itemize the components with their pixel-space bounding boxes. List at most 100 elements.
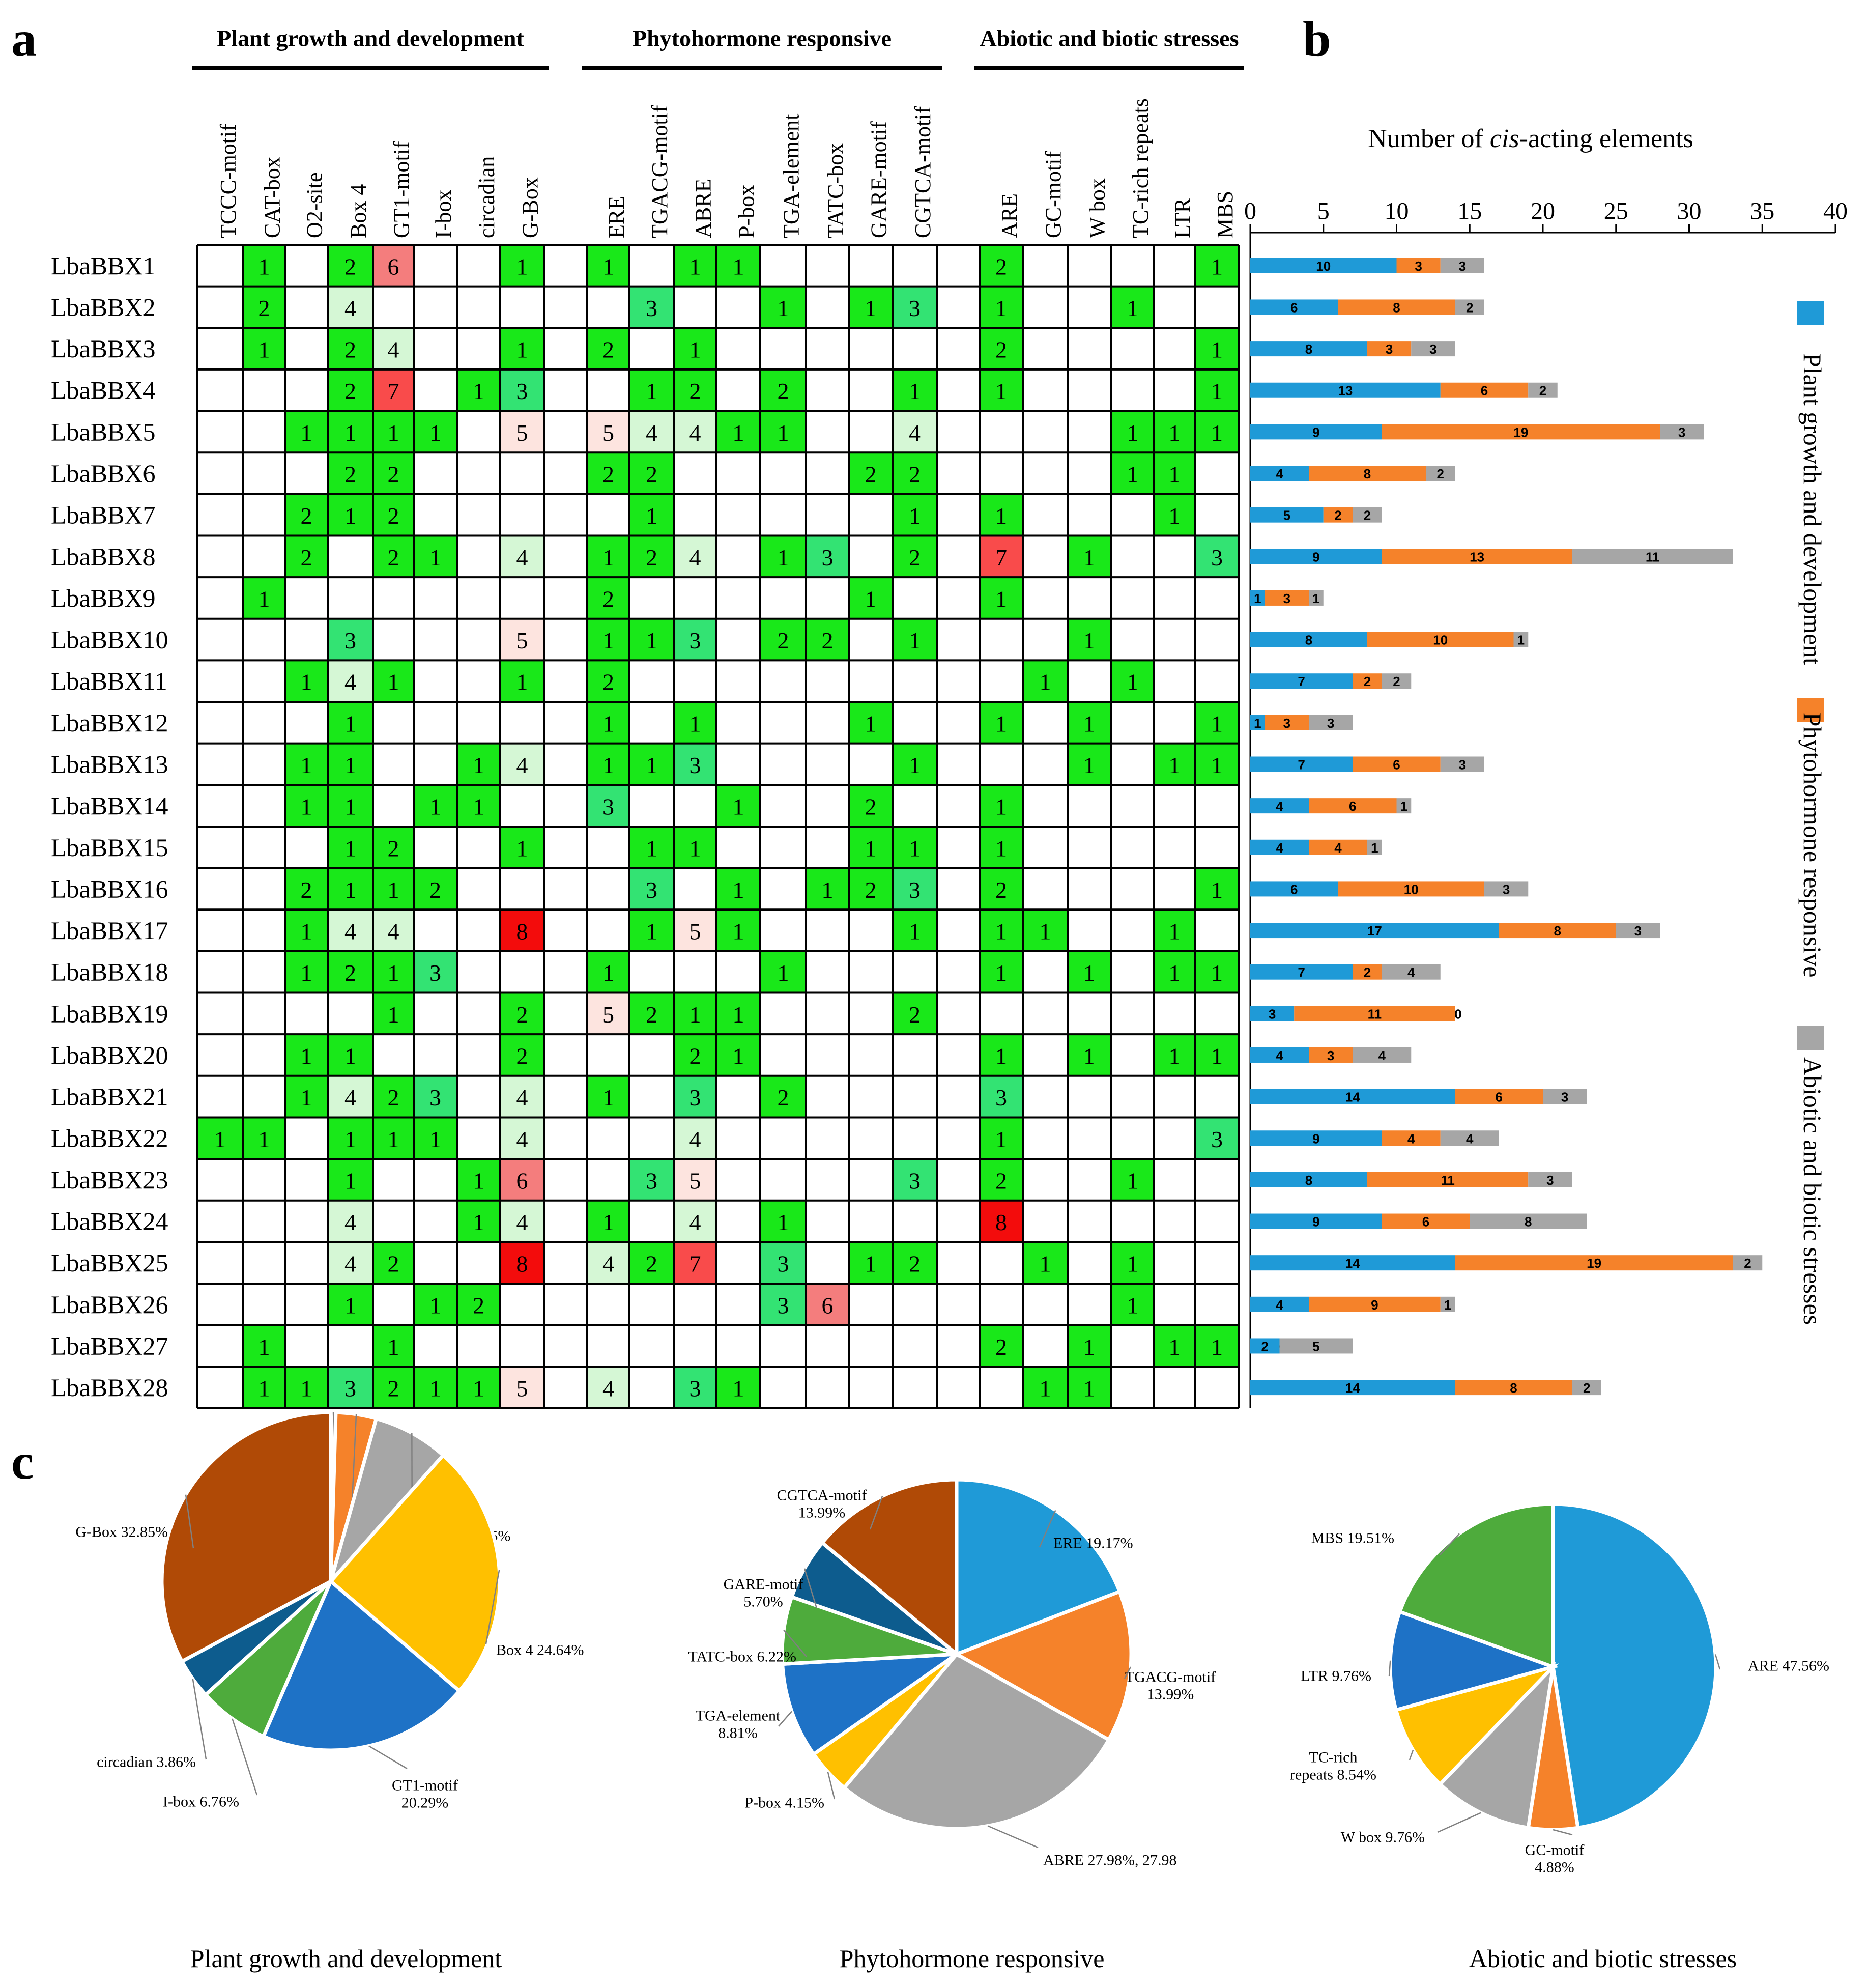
heatmap-value: 1	[1083, 752, 1095, 778]
legend-label-2: Abiotic and biotic stresses	[1798, 1057, 1827, 1325]
bar-value-label: 2	[1364, 674, 1371, 689]
heatmap-cell	[806, 618, 849, 661]
bar-segment-LbaBBX23-0	[1250, 1172, 1367, 1187]
heatmap-cell	[587, 1242, 629, 1284]
bar-segment-LbaBBX16-1	[1338, 881, 1484, 897]
column-label: TC-rich repeats	[1128, 98, 1153, 238]
heatmap-value: 1	[865, 711, 877, 736]
heatmap-cell	[849, 785, 893, 827]
heatmap-value: 4	[516, 545, 528, 571]
legend-label-1: Phytohormone responsive	[1798, 713, 1827, 978]
heatmap-cell	[1154, 743, 1195, 785]
heatmap-cell	[716, 868, 760, 910]
bar-segment-LbaBBX3-2	[1411, 341, 1455, 357]
heatmap-cell	[674, 328, 716, 370]
heatmap-value: 6	[388, 253, 399, 279]
heatmap-value: 1	[1127, 1251, 1138, 1277]
heatmap-cell	[500, 369, 544, 411]
heatmap-cell	[285, 1367, 328, 1408]
heatmap-cell	[373, 245, 414, 287]
heatmap-cell	[806, 535, 849, 578]
bar-value-label: 3	[1546, 1173, 1554, 1188]
heatmap-value: 1	[473, 794, 484, 820]
heatmap-value: 1	[689, 835, 701, 861]
heatmap-cell	[587, 328, 629, 370]
heatmap-cell	[760, 1200, 806, 1242]
heatmap-cell	[629, 618, 674, 661]
gene-label-LbaBBX8: LbaBBX8	[51, 542, 156, 571]
heatmap-value: 1	[995, 586, 1007, 612]
heatmap-value: 3	[778, 1292, 789, 1318]
pie-label-TGACG-motif: TGACG-motif	[1125, 1669, 1216, 1686]
bar-segment-LbaBBX20-0	[1250, 1047, 1309, 1063]
heatmap-cell	[980, 785, 1023, 827]
heatmap-cell	[629, 411, 674, 453]
bar-value-label: 3	[1503, 882, 1510, 897]
heatmap-cell	[373, 992, 414, 1035]
pie-leader-line	[1409, 1750, 1414, 1760]
heatmap-value: 1	[344, 1126, 356, 1152]
heatmap-value: 1	[388, 1334, 399, 1360]
heatmap-cell	[716, 245, 760, 287]
heatmap-cell	[849, 1242, 893, 1284]
heatmap-value: 1	[733, 1043, 744, 1069]
bar-value-label: 1	[1371, 840, 1378, 856]
bar-segment-LbaBBX6-2	[1426, 466, 1455, 481]
heatmap-value: 5	[516, 1376, 528, 1402]
heatmap-cell	[373, 868, 414, 910]
heatmap-value: 1	[429, 545, 441, 571]
heatmap-value: 1	[429, 1376, 441, 1402]
gene-label-LbaBBX20: LbaBBX20	[51, 1041, 168, 1069]
heatmap-cell	[587, 245, 629, 287]
heatmap-value: 2	[909, 462, 921, 488]
heatmap-cell	[285, 1034, 328, 1076]
pie-leader-line	[1039, 1510, 1056, 1548]
gene-label-LbaBBX13: LbaBBX13	[51, 750, 168, 779]
bar-segment-LbaBBX3-0	[1250, 341, 1367, 357]
heatmap-cell	[328, 785, 373, 827]
heatmap-value: 1	[1127, 420, 1138, 446]
bar-segment-LbaBBX6-1	[1309, 466, 1426, 481]
heatmap-value: 2	[516, 1043, 528, 1069]
heatmap-cell	[500, 1034, 544, 1076]
heatmap-cell	[414, 868, 457, 910]
legend-swatch-0	[1797, 301, 1824, 325]
heatmap-value: 2	[388, 462, 399, 488]
group-header-1: Phytohormone responsive	[633, 25, 892, 51]
heatmap-value: 1	[1211, 877, 1223, 903]
heatmap-value: 1	[602, 960, 614, 986]
column-label: TGACG-motif	[647, 105, 672, 238]
heatmap-cell	[1195, 743, 1239, 785]
gene-label-LbaBBX10: LbaBBX10	[51, 626, 168, 654]
pie-leader-line	[232, 1718, 258, 1796]
heatmap-value: 3	[689, 628, 701, 654]
heatmap-value: 1	[602, 1209, 614, 1235]
heatmap-cell	[893, 286, 937, 328]
heatmap-value: 2	[778, 1085, 789, 1111]
gene-label-LbaBBX12: LbaBBX12	[51, 708, 168, 737]
bar-segment-LbaBBX15-2	[1367, 839, 1382, 855]
heatmap-cell	[893, 1242, 937, 1284]
heatmap-value: 1	[301, 1376, 312, 1402]
gene-label-LbaBBX17: LbaBBX17	[51, 916, 168, 945]
heatmap-value: 1	[429, 794, 441, 820]
bar-segment-LbaBBX10-1	[1367, 632, 1514, 647]
bar-chart-title: Number of cis-acting elements	[1368, 124, 1693, 153]
heatmap-cell	[328, 1159, 373, 1201]
heatmap-value: 1	[778, 295, 789, 321]
pie-title-2: Abiotic and biotic stresses	[1469, 1944, 1737, 1973]
heatmap-cell	[500, 743, 544, 785]
bar-value-label: 1	[1312, 591, 1319, 606]
gene-label-LbaBBX24: LbaBBX24	[51, 1207, 168, 1236]
heatmap-value: 2	[344, 337, 356, 363]
heatmap-value: 3	[429, 1085, 441, 1111]
heatmap-cell	[1154, 1325, 1195, 1367]
heatmap-value: 1	[1040, 919, 1051, 945]
heatmap-value: 2	[388, 545, 399, 571]
gene-label-LbaBBX18: LbaBBX18	[51, 958, 168, 986]
bar-segment-LbaBBX21-1	[1455, 1089, 1543, 1104]
bar-segment-LbaBBX26-2	[1440, 1296, 1455, 1312]
pie-slice-I-box	[203, 1580, 333, 1739]
bar-segment-LbaBBX6-0	[1250, 466, 1309, 481]
heatmap-value: 4	[344, 295, 356, 321]
